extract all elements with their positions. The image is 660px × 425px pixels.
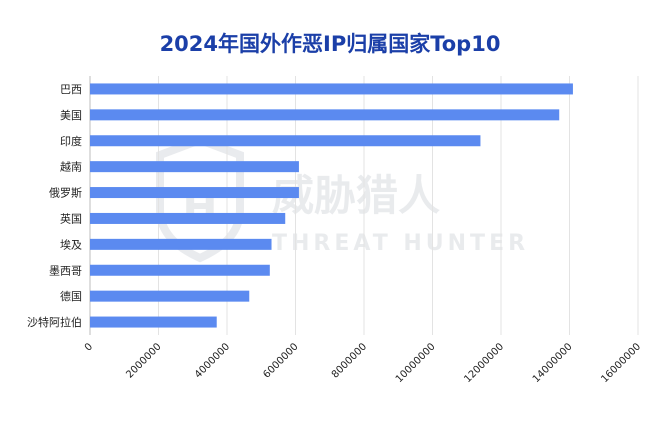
x-tick-label: 6000000: [261, 341, 300, 380]
bar: [90, 212, 286, 224]
bars: [90, 83, 573, 328]
x-tick-label: 16000000: [599, 341, 643, 385]
category-label: 沙特阿拉伯: [27, 315, 82, 329]
chart-title: 2024年国外作恶IP归属国家Top10: [159, 32, 501, 56]
bar: [90, 238, 272, 250]
x-tick-label: 8000000: [330, 341, 369, 380]
x-tick-label: 14000000: [531, 341, 575, 385]
category-label: 越南: [60, 160, 82, 174]
x-tick-label: 4000000: [193, 341, 232, 380]
watermark-main-text: 威胁猎人: [272, 171, 440, 220]
bar: [90, 264, 270, 276]
category-label: 德国: [60, 289, 82, 303]
category-label: 美国: [60, 109, 82, 122]
category-label: 墨西哥: [49, 264, 82, 277]
bar: [90, 316, 217, 328]
bar: [90, 109, 560, 121]
category-label: 埃及: [60, 237, 82, 251]
x-tick-labels: 0 2000000 4000000 6000000 8000000 10000000 120…: [83, 341, 643, 385]
x-tick-label: 10000000: [394, 341, 438, 385]
category-label: 巴西: [60, 83, 82, 96]
bar: [90, 83, 573, 95]
bar: [90, 135, 481, 147]
bar: [90, 187, 299, 199]
watermark-sub-text: THREAT HUNTER: [272, 231, 529, 256]
bar: [90, 161, 299, 173]
category-label: 英国: [60, 211, 82, 225]
category-label: 俄罗斯: [49, 187, 82, 200]
x-tick-label: 12000000: [462, 341, 506, 385]
x-tick-label: 2000000: [124, 341, 163, 380]
category-label: 印度: [60, 134, 82, 148]
x-tick-label: 0: [83, 341, 95, 353]
bar: [90, 290, 250, 302]
